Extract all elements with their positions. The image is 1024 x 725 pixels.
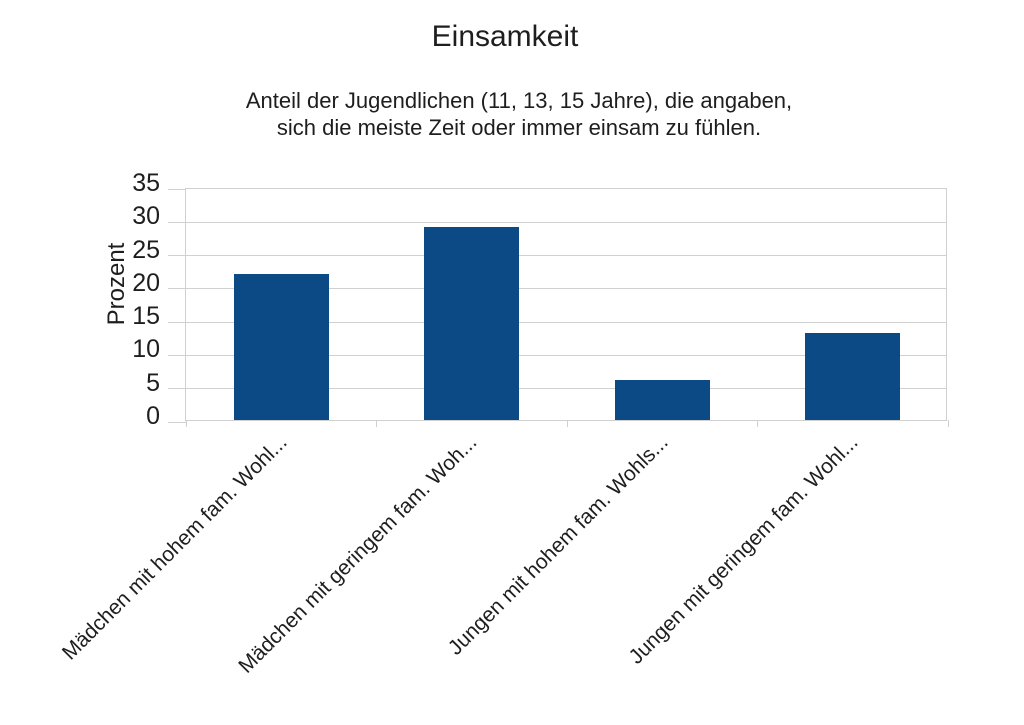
y-axis-tick xyxy=(168,321,186,323)
x-axis-tick xyxy=(566,420,568,427)
y-axis-tick xyxy=(168,421,186,423)
chart-title: Einsamkeit xyxy=(431,20,579,53)
y-tick-label: 35 xyxy=(132,169,160,197)
bar xyxy=(614,380,710,420)
y-tick-label: 25 xyxy=(132,235,160,264)
y-tick-label: 30 xyxy=(132,202,160,231)
x-axis-tick xyxy=(947,420,949,427)
bar xyxy=(805,333,901,420)
gridline xyxy=(186,255,946,257)
y-axis-tick xyxy=(168,354,186,356)
y-tick-label: 5 xyxy=(146,368,160,397)
gridline xyxy=(186,288,946,290)
y-tick-label: 20 xyxy=(132,268,160,297)
plot-area xyxy=(168,188,949,427)
chart-subtitle: Anteil der Jugendlichen (11, 13, 15 Jahr… xyxy=(14,87,1024,141)
gridline xyxy=(186,388,946,390)
y-axis-tick xyxy=(168,288,186,290)
y-axis-tick xyxy=(168,388,186,390)
x-category-label: Jungen mit hohem fam. Wohls... xyxy=(443,430,673,660)
y-tick-label: 10 xyxy=(132,335,160,364)
x-category-label: Mädchen mit hohem fam. Wohl... xyxy=(57,430,292,665)
chart-subtitle-line-1: Anteil der Jugendlichen (11, 13, 15 Jahr… xyxy=(245,88,793,113)
y-tick-label: 15 xyxy=(132,302,160,331)
x-axis-tick xyxy=(757,420,758,427)
x-category-label: Jungen mit geringem fam. Wohl... xyxy=(624,430,863,669)
gridline xyxy=(186,221,946,223)
x-axis-tick xyxy=(185,420,187,427)
y-axis-tick xyxy=(168,221,186,223)
gridline xyxy=(186,321,946,323)
bar xyxy=(424,226,520,420)
gridline xyxy=(186,354,946,356)
y-axis-tick xyxy=(168,255,186,257)
y-tick-label: 0 xyxy=(146,402,160,430)
bar xyxy=(233,273,329,420)
y-axis-tick xyxy=(168,188,186,190)
x-axis-tick xyxy=(376,420,377,427)
chart-subtitle-line-2: sich die meiste Zeit oder immer einsam z… xyxy=(276,115,762,140)
